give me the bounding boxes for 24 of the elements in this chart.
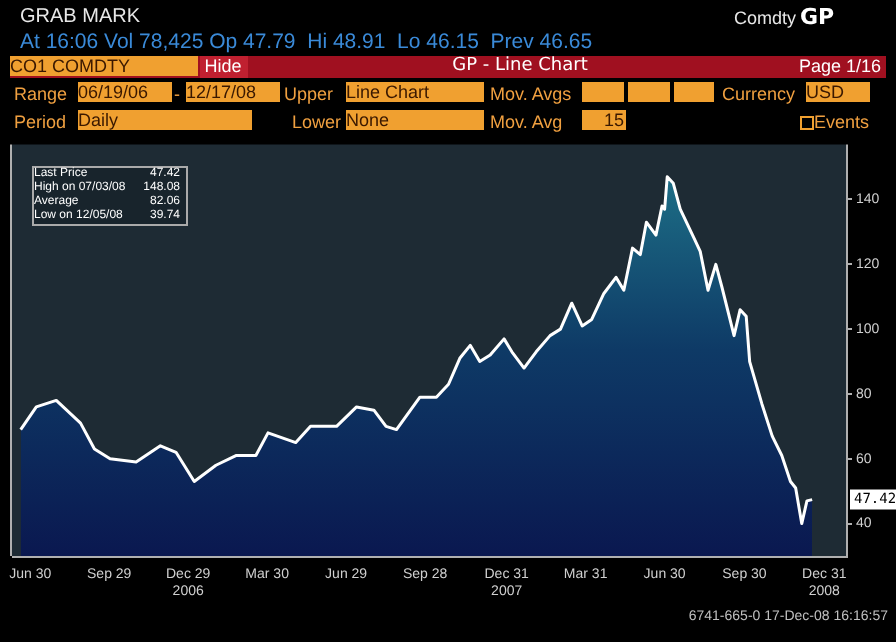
- text: Events: [814, 112, 870, 134]
- text: Hide: [200, 56, 248, 78]
- text: 06/19/06: [78, 82, 172, 102]
- text: Page 1/16: [796, 56, 886, 78]
- text: Upper: [284, 84, 334, 106]
- text: CO1 COMDTY: [10, 56, 198, 76]
- text: GRAB MARK: [20, 6, 141, 28]
- text: Currency: [722, 84, 796, 106]
- text: Range: [14, 84, 68, 106]
- text: Period: [14, 112, 67, 134]
- text: None: [346, 110, 484, 130]
- text: GP: [800, 4, 835, 30]
- text: Line Chart: [346, 82, 484, 102]
- text: USD: [806, 82, 870, 102]
- text: Mov. Avgs: [490, 84, 572, 106]
- text: 12/17/08: [186, 82, 280, 102]
- text: Daily: [78, 110, 252, 130]
- chart-title: GP - Line Chart: [450, 56, 590, 78]
- text: Mov. Avg: [490, 112, 563, 134]
- text: -: [174, 84, 180, 106]
- text: At 16:06 Vol 78,425 Op 47.79 Hi 48.91 Lo 46.15 Prev 46.65: [20, 30, 593, 55]
- text: Comdty: [734, 8, 797, 28]
- text: Lower: [292, 112, 342, 134]
- text: 15: [582, 110, 626, 130]
